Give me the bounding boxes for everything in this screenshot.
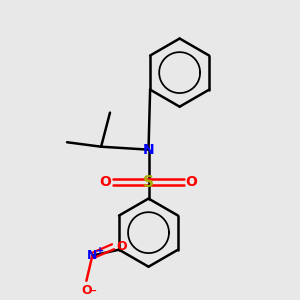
Text: −: − <box>89 286 97 296</box>
Text: N: N <box>87 249 98 262</box>
Text: +: + <box>96 246 104 256</box>
Text: O: O <box>116 240 127 253</box>
Text: O: O <box>81 284 92 297</box>
Text: S: S <box>143 175 154 190</box>
Text: O: O <box>186 175 197 189</box>
Text: N: N <box>143 143 154 157</box>
Text: O: O <box>100 175 112 189</box>
